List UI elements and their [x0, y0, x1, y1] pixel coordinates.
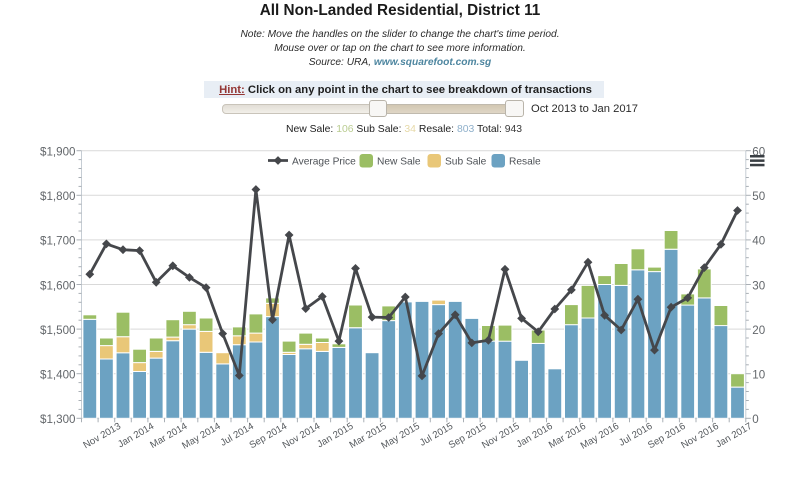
- svg-text:Jan 2017: Jan 2017: [714, 421, 754, 450]
- svg-text:Nov 2015: Nov 2015: [480, 421, 521, 451]
- svg-text:40: 40: [752, 235, 765, 248]
- svg-text:0: 0: [752, 413, 758, 426]
- svg-text:May 2016: May 2016: [579, 421, 621, 452]
- svg-text:$1,500: $1,500: [40, 324, 75, 337]
- svg-text:50: 50: [752, 190, 765, 203]
- svg-text:Nov 2014: Nov 2014: [281, 421, 323, 452]
- svg-text:New Sale: New Sale: [377, 157, 421, 168]
- svg-text:Average Price: Average Price: [292, 157, 356, 168]
- svg-text:30: 30: [752, 279, 765, 292]
- svg-text:Sub Sale: Sub Sale: [445, 157, 487, 168]
- svg-text:20: 20: [752, 324, 765, 337]
- svg-text:May 2014: May 2014: [180, 421, 223, 452]
- svg-text:$1,400: $1,400: [40, 369, 75, 382]
- svg-text:$1,900: $1,900: [40, 146, 75, 159]
- svg-text:Nov 2013: Nov 2013: [81, 421, 122, 451]
- svg-text:Nov 2016: Nov 2016: [679, 421, 720, 451]
- svg-text:$1,600: $1,600: [40, 279, 75, 292]
- svg-text:Resale: Resale: [509, 157, 541, 168]
- svg-text:May 2015: May 2015: [379, 421, 421, 452]
- svg-text:10: 10: [752, 369, 765, 382]
- svg-text:$1,300: $1,300: [40, 413, 75, 426]
- svg-text:$1,800: $1,800: [40, 190, 75, 203]
- svg-text:$1,700: $1,700: [40, 235, 75, 248]
